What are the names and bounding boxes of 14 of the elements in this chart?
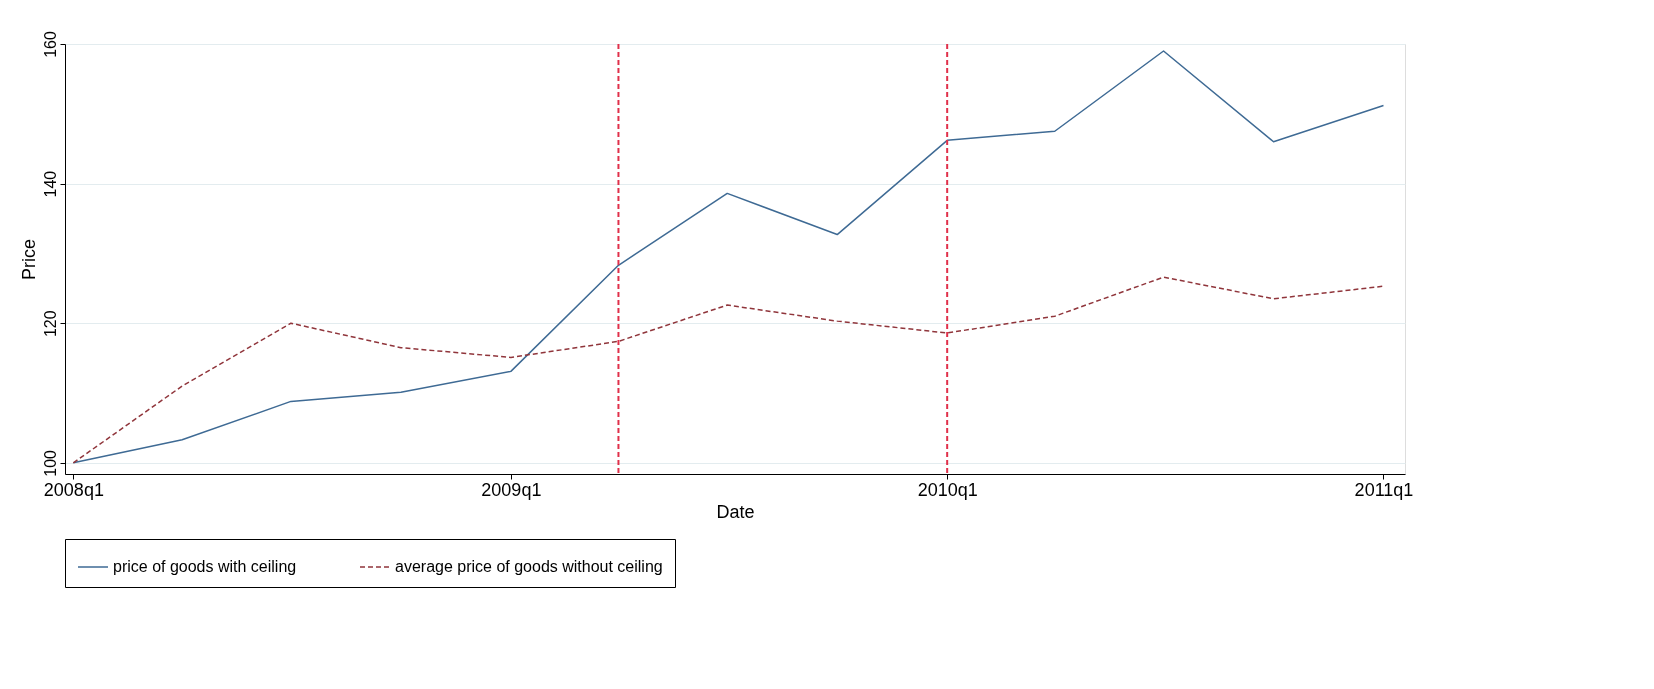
y-tick-label: 120 xyxy=(41,310,59,338)
y-axis-title: Price xyxy=(18,238,39,281)
legend-label: average price of goods without ceiling xyxy=(395,558,663,575)
y-tick-label: 140 xyxy=(41,170,59,198)
x-tick-label: 2008q1 xyxy=(43,479,104,500)
x-tick-label: 2010q1 xyxy=(917,479,978,500)
y-tick-label: 100 xyxy=(41,449,59,477)
line-series xyxy=(72,276,1385,464)
y-tick-label: 160 xyxy=(41,31,59,58)
x-tick-label: 2011q1 xyxy=(1354,479,1414,500)
legend-label: price of goods with ceiling xyxy=(113,558,297,575)
x-tick-label: 2009q1 xyxy=(481,479,542,500)
line-series xyxy=(72,50,1385,464)
x-axis-title: Date xyxy=(716,501,755,522)
